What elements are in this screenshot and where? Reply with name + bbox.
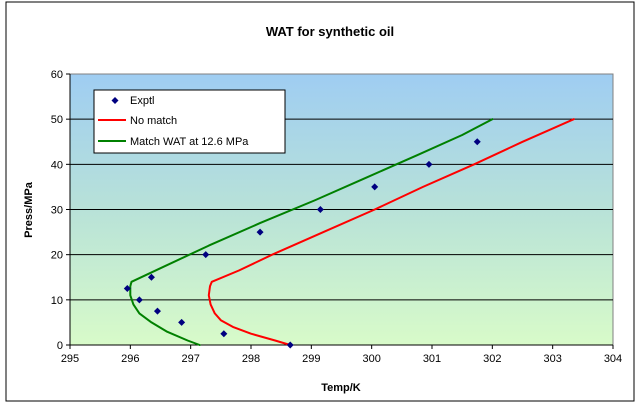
legend-label-exptl: Exptl: [130, 95, 154, 107]
data-point-exptl: [473, 138, 481, 146]
legend-label-no-match: No match: [130, 115, 177, 127]
axes: 0 10 20 30 40 50 60 295 296 297 298 299 300 301 302 303…: [51, 69, 622, 365]
chart-title: WAT for synthetic oil: [266, 24, 394, 39]
data-point-exptl: [178, 318, 186, 326]
x-tick-label: 298: [242, 353, 260, 365]
data-point-exptl: [286, 341, 294, 349]
series-line-match-wat-at-12-6-mpa: [129, 118, 494, 346]
x-tick-label: 300: [362, 353, 380, 365]
x-tick-label: 302: [483, 353, 501, 365]
x-tick-label: 297: [181, 353, 199, 365]
x-tick-label: 304: [604, 353, 622, 365]
data-point-exptl: [316, 206, 324, 213]
data-point-exptl: [153, 307, 161, 315]
y-tick-label: 30: [51, 205, 63, 217]
data-point-exptl: [135, 296, 143, 304]
x-axis-title: Temp/K: [321, 382, 361, 394]
y-tick-label: 40: [51, 159, 63, 171]
x-tick-label: 303: [543, 353, 561, 365]
legend-box: [93, 89, 286, 154]
series-layer: [123, 118, 575, 349]
data-point-exptl: [202, 251, 210, 259]
data-point-exptl: [147, 273, 155, 281]
y-tick-label: 20: [51, 250, 63, 262]
y-tick-label: 60: [51, 69, 63, 81]
legend: Exptl No match Match WAT at 12.6 MPa: [93, 89, 286, 154]
data-point-exptl: [425, 160, 433, 168]
x-tick-label: 299: [302, 353, 320, 365]
data-point-exptl: [123, 285, 131, 293]
data-point-exptl: [256, 228, 264, 236]
y-tick-label: 0: [57, 340, 63, 352]
data-point-exptl: [220, 330, 228, 338]
series-line-no-match: [207, 118, 575, 346]
legend-marker-exptl: [111, 97, 119, 104]
x-tick-label: 301: [423, 353, 441, 365]
x-tick-label: 296: [121, 353, 139, 365]
data-point-exptl: [371, 183, 379, 191]
y-tick-label: 10: [51, 295, 63, 307]
legend-label-match-wat: Match WAT at 12.6 MPa: [130, 136, 249, 148]
x-tick-label: 295: [61, 353, 79, 365]
y-tick-label: 50: [51, 114, 63, 126]
y-axis-title: Press/MPa: [23, 181, 35, 238]
